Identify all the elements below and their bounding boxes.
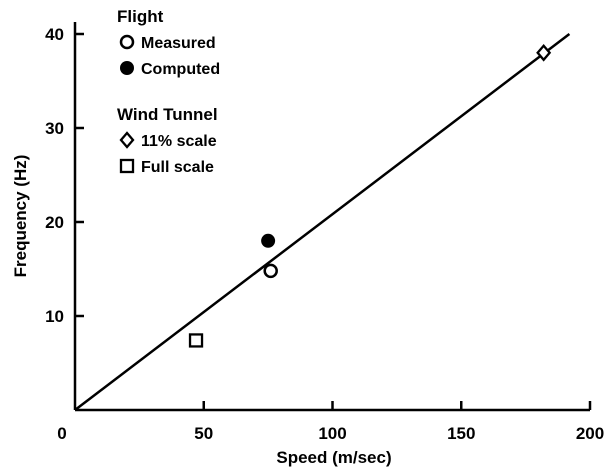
x-tick-label: 100 bbox=[318, 424, 346, 443]
data-point-computed bbox=[261, 233, 276, 248]
x-tick-label: 150 bbox=[447, 424, 475, 443]
x-tick-label: 50 bbox=[194, 424, 213, 443]
data-point-11-scale bbox=[536, 44, 552, 62]
legend-marker bbox=[119, 158, 135, 174]
fit-line bbox=[74, 33, 571, 411]
x-ticks: 0 50 100 150 200 bbox=[57, 401, 604, 443]
legend-group-title: Flight bbox=[117, 7, 164, 26]
y-tick-label: 30 bbox=[45, 119, 64, 138]
legend-entry-label: Full scale bbox=[141, 159, 214, 176]
data-markers bbox=[188, 44, 552, 348]
legend-entry-label: Computed bbox=[141, 61, 220, 78]
legend: Flight Measured Computed Wind Tunnel 11% sca… bbox=[117, 7, 220, 176]
y-tick-label: 40 bbox=[45, 25, 64, 44]
y-ticks: 10 20 30 40 bbox=[45, 25, 84, 326]
legend-entry-label: 11% scale bbox=[141, 133, 217, 150]
x-tick-label: 200 bbox=[576, 424, 604, 443]
x-axis-label: Speed (m/sec) bbox=[276, 448, 391, 467]
legend-marker bbox=[120, 61, 134, 75]
legend-marker bbox=[119, 34, 135, 50]
data-point-full-scale bbox=[188, 333, 204, 348]
y-tick-label: 20 bbox=[45, 213, 64, 232]
legend-marker bbox=[119, 131, 135, 149]
y-axis-label: Frequency (Hz) bbox=[11, 155, 30, 278]
legend-entry-label: Measured bbox=[141, 35, 216, 52]
legend-group-title: Wind Tunnel bbox=[117, 105, 218, 124]
x-tick-label: 0 bbox=[57, 424, 66, 443]
data-point-measured bbox=[263, 263, 278, 279]
y-tick-label: 10 bbox=[45, 307, 64, 326]
